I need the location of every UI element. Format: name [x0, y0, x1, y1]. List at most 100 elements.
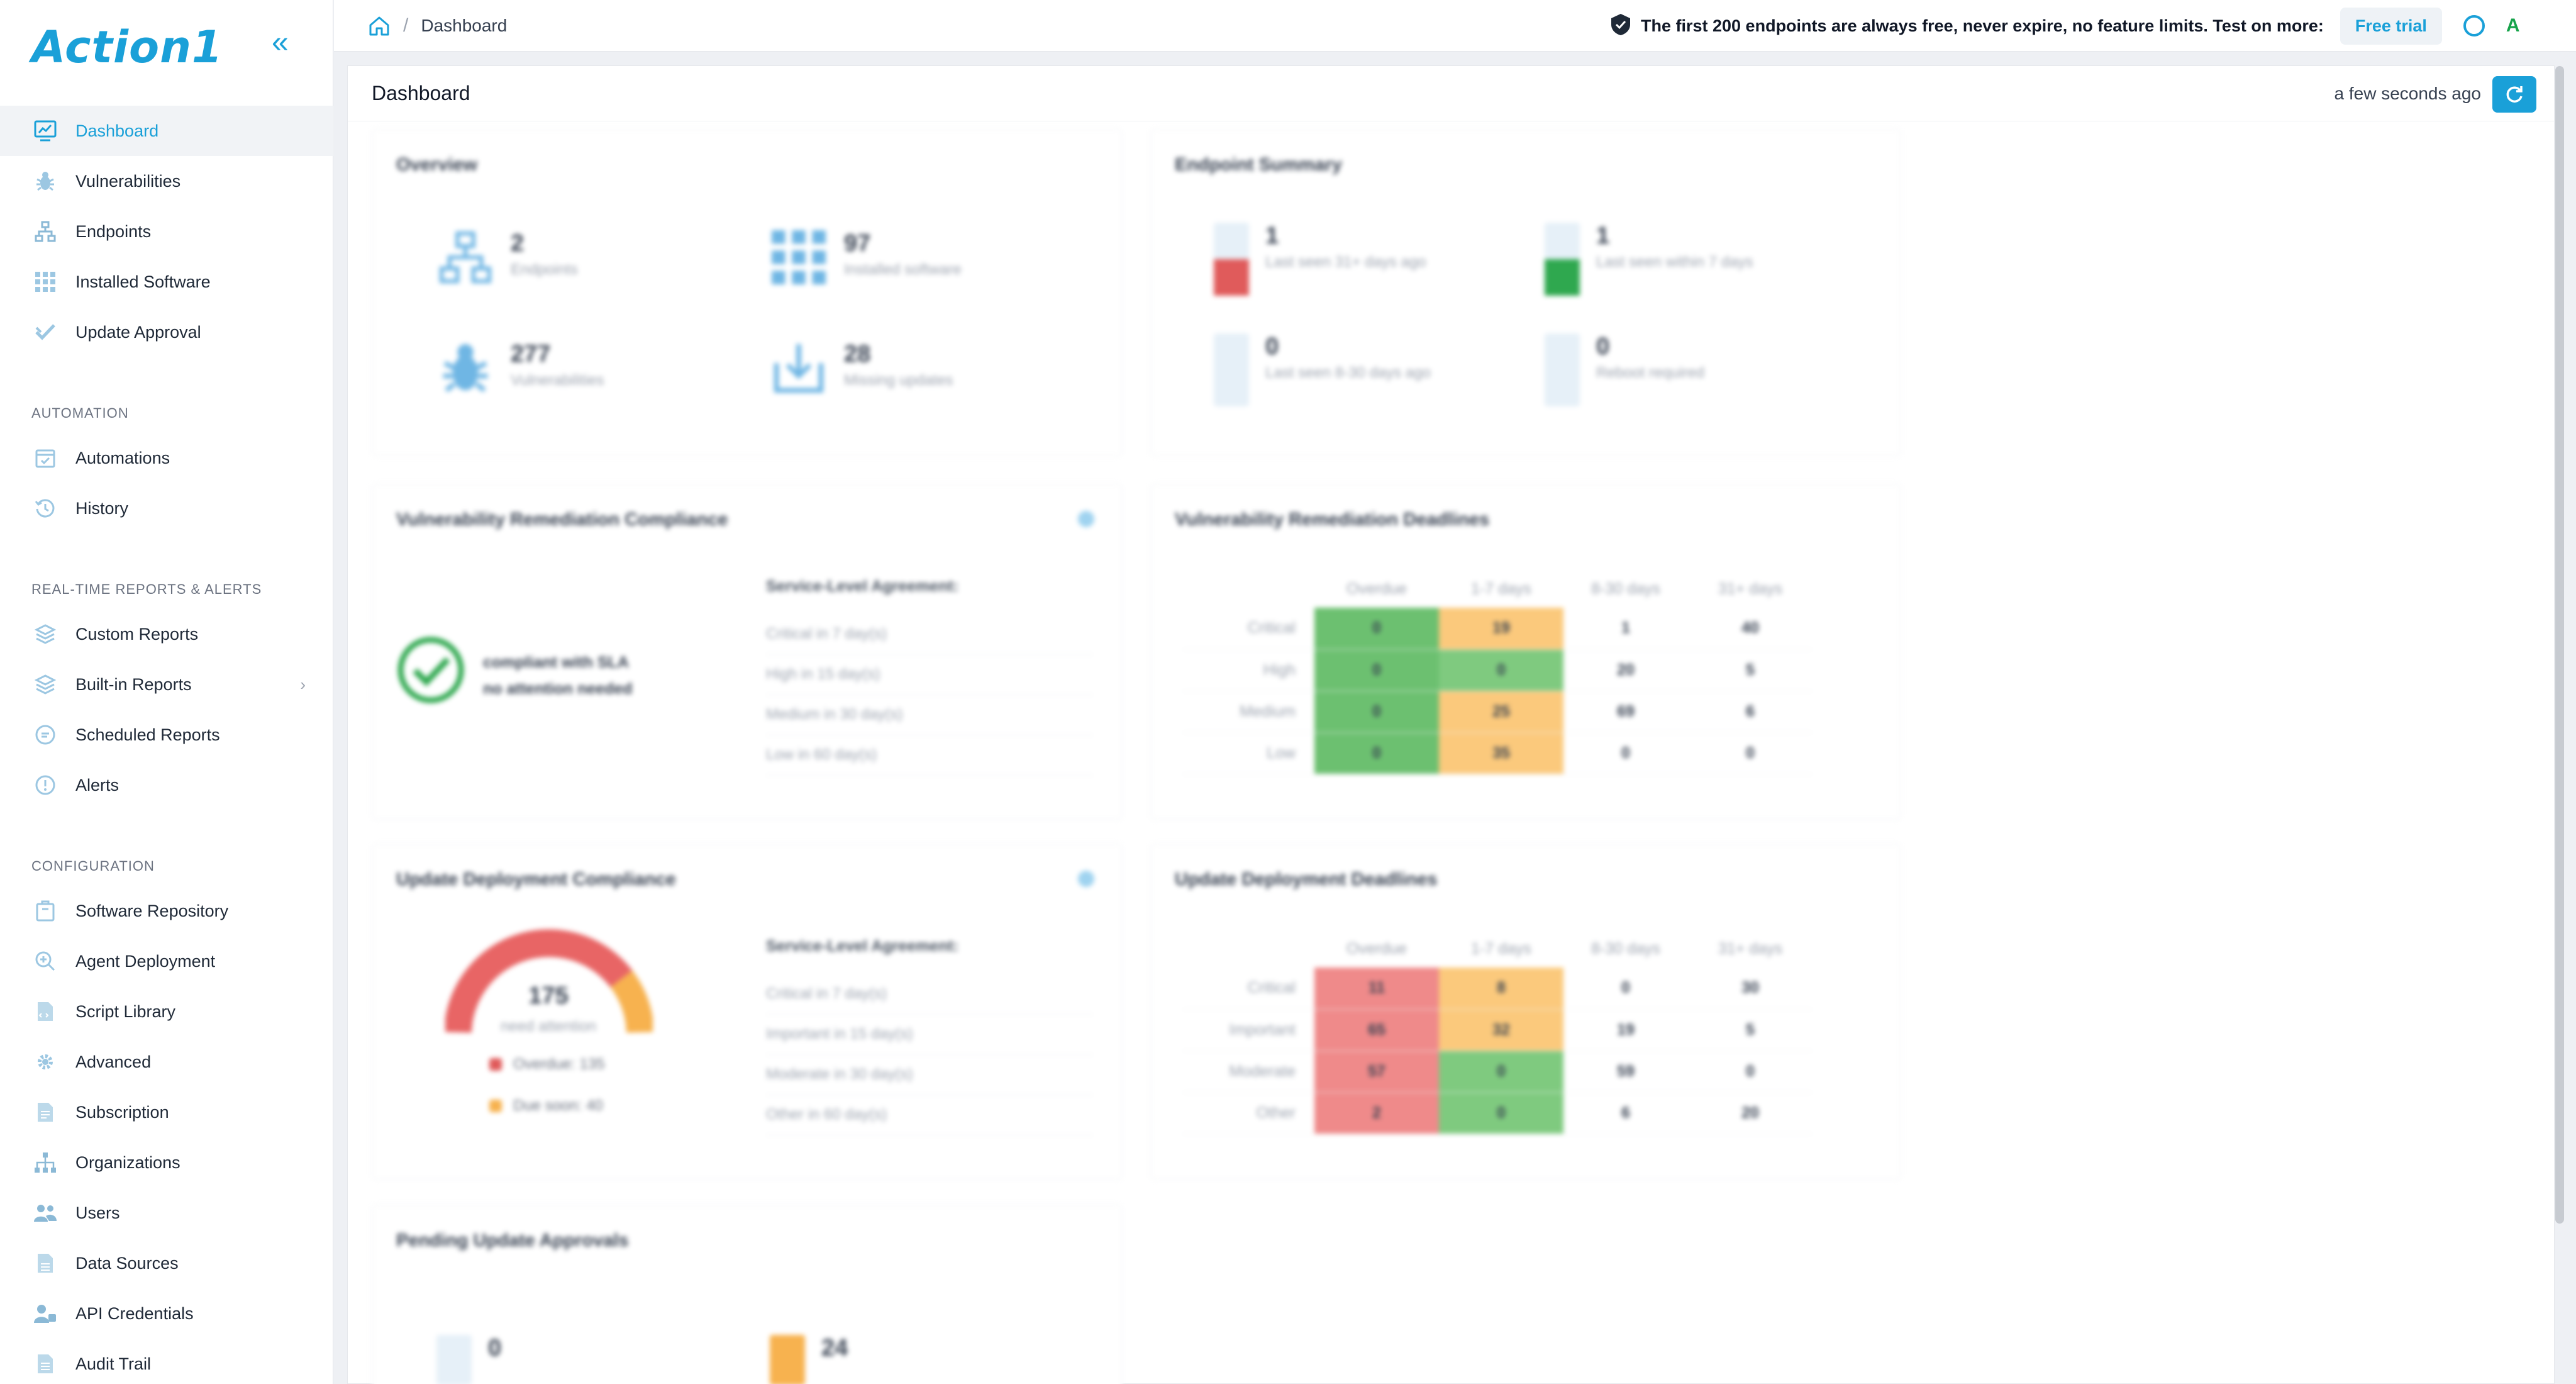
table-cell[interactable]: 35	[1439, 732, 1563, 774]
stat-vulnerabilities[interactable]: 277 Vulnerabilities	[436, 341, 604, 398]
stat-endpoints[interactable]: 2 Endpoints	[436, 230, 578, 287]
sidebar-item-subscription[interactable]: Subscription	[0, 1087, 333, 1137]
sidebar-item-label: Custom Reports	[75, 624, 199, 644]
table-cell[interactable]: 69	[1563, 691, 1688, 733]
info-icon[interactable]	[1077, 510, 1096, 532]
sidebar-item-audit-trail[interactable]: Audit Trail	[0, 1339, 333, 1384]
home-icon[interactable]	[368, 14, 391, 37]
promo-text: The first 200 endpoints are always free,…	[1641, 16, 2324, 35]
table-cell[interactable]: 0	[1314, 608, 1439, 650]
table-cell[interactable]: 0	[1439, 1092, 1563, 1134]
level-indicator	[770, 1335, 805, 1384]
gauge-chart	[444, 929, 654, 1045]
logo[interactable]: Action1	[31, 21, 223, 73]
sidebar-item-automations[interactable]: Automations	[0, 433, 333, 483]
avatar[interactable]: A	[2506, 15, 2520, 36]
table-cell[interactable]: 0	[1688, 1051, 1813, 1093]
table-cell[interactable]: 19	[1439, 608, 1563, 650]
legend-swatch	[489, 1058, 502, 1071]
collapse-sidebar-icon[interactable]: «	[272, 26, 289, 59]
level-fill	[1545, 259, 1580, 296]
sidebar-item-built-in-reports[interactable]: Built-in Reports ›	[0, 659, 333, 710]
stat-last-seen-31[interactable]: 1 Last seen 31+ days ago	[1214, 223, 1426, 296]
sidebar-item-custom-reports[interactable]: Custom Reports	[0, 609, 333, 659]
sidebar-item-label: API Credentials	[75, 1303, 194, 1323]
sidebar-item-data-sources[interactable]: Data Sources	[0, 1238, 333, 1288]
row-label: Low	[1182, 732, 1314, 774]
sidebar-item-advanced[interactable]: Advanced	[0, 1037, 333, 1087]
stat-pending-0[interactable]: 0	[436, 1335, 501, 1384]
table-cell[interactable]: 32	[1439, 1009, 1563, 1051]
table-cell[interactable]: 11	[1314, 968, 1439, 1010]
table-cell[interactable]: 0	[1563, 968, 1688, 1010]
stat-last-seen-7[interactable]: 1 Last seen within 7 days	[1545, 223, 1753, 296]
script-icon	[31, 998, 59, 1025]
info-icon[interactable]	[1077, 869, 1096, 891]
level-indicator	[1545, 333, 1580, 406]
sidebar-item-api-credentials[interactable]: API Credentials	[0, 1288, 333, 1339]
scrollbar[interactable]	[2555, 66, 2564, 1224]
compliance-status: compliant with SLA no attention needed	[483, 649, 633, 702]
table-cell[interactable]: 2	[1314, 1092, 1439, 1134]
breadcrumb-separator: /	[403, 14, 409, 36]
package-icon	[31, 897, 59, 925]
sidebar-item-history[interactable]: History	[0, 483, 333, 533]
sidebar-item-script-library[interactable]: Script Library	[0, 986, 333, 1037]
sidebar-item-agent-deployment[interactable]: Agent Deployment	[0, 936, 333, 986]
update-deadlines-widget: Update Deployment Deadlines Overdue 1-7 …	[1150, 844, 1901, 1180]
table-cell[interactable]: 0	[1688, 732, 1813, 774]
level-indicator	[436, 1335, 472, 1384]
sidebar-item-organizations[interactable]: Organizations	[0, 1137, 333, 1188]
table-cell[interactable]: 40	[1688, 608, 1813, 650]
table-cell[interactable]: 6	[1688, 691, 1813, 733]
table-cell[interactable]: 0	[1314, 649, 1439, 691]
table-cell[interactable]: 0	[1314, 691, 1439, 733]
table-cell[interactable]: 0	[1314, 732, 1439, 774]
sidebar-item-scheduled-reports[interactable]: Scheduled Reports	[0, 710, 333, 760]
dashboard-panel: Dashboard a few seconds ago Overview 2 En…	[347, 65, 2564, 1384]
table-cell[interactable]: 19	[1563, 1009, 1688, 1051]
sidebar-item-dashboard[interactable]: Dashboard	[0, 106, 333, 156]
free-trial-button[interactable]: Free trial	[2340, 7, 2442, 45]
breadcrumb[interactable]: Dashboard	[421, 15, 508, 35]
table-cell[interactable]: 59	[1563, 1051, 1688, 1093]
stat-last-seen-8-30[interactable]: 0 Last seen 8-30 days ago	[1214, 333, 1431, 406]
sidebar-item-alerts[interactable]: Alerts	[0, 760, 333, 810]
update-compliance-widget: Update Deployment Compliance 175 need at…	[372, 844, 1123, 1180]
stat-pending-1[interactable]: 24	[770, 1335, 848, 1384]
status-circle-icon[interactable]	[2463, 15, 2485, 36]
table-cell[interactable]: 20	[1563, 649, 1688, 691]
table-cell[interactable]: 5	[1688, 1009, 1813, 1051]
sla-row: Moderate in 30 day(s)	[766, 1054, 1093, 1095]
table-cell[interactable]: 20	[1688, 1092, 1813, 1134]
sidebar-item-label: Built-in Reports	[75, 674, 192, 694]
stat-reboot-required[interactable]: 0 Reboot required	[1545, 333, 1704, 406]
stat-installed-software[interactable]: 97 Installed software	[770, 230, 962, 287]
sidebar-item-label: Audit Trail	[75, 1354, 152, 1373]
sidebar-item-endpoints[interactable]: Endpoints	[0, 206, 333, 257]
sidebar-item-vulnerabilities[interactable]: Vulnerabilities	[0, 156, 333, 206]
sidebar-item-users[interactable]: Users	[0, 1188, 333, 1238]
database-icon	[31, 1249, 59, 1277]
table-cell[interactable]: 65	[1314, 1009, 1439, 1051]
table-cell[interactable]: 25	[1439, 691, 1563, 733]
sidebar-item-update-approval[interactable]: Update Approval	[0, 307, 333, 357]
table-cell[interactable]: 6	[1563, 1092, 1688, 1134]
sidebar-item-software-repository[interactable]: Software Repository	[0, 886, 333, 936]
key-user-icon	[31, 1300, 59, 1327]
table-cell[interactable]: 57	[1314, 1051, 1439, 1093]
level-fill	[1214, 259, 1249, 296]
table-cell[interactable]: 1	[1563, 608, 1688, 650]
overview-widget: Overview 2 Endpoints 97 Installed software…	[372, 129, 1123, 456]
stat-missing-updates[interactable]: 28 Missing updates	[770, 341, 953, 398]
history-icon	[31, 494, 59, 522]
table-cell[interactable]: 30	[1688, 968, 1813, 1010]
sidebar-item-installed-software[interactable]: Installed Software	[0, 257, 333, 307]
refresh-button[interactable]	[2492, 76, 2536, 113]
table-cell[interactable]: 5	[1688, 649, 1813, 691]
table-cell[interactable]: 8	[1439, 968, 1563, 1010]
table-cell[interactable]: 0	[1439, 1051, 1563, 1093]
table-cell[interactable]: 0	[1563, 732, 1688, 774]
table-cell[interactable]: 0	[1439, 649, 1563, 691]
